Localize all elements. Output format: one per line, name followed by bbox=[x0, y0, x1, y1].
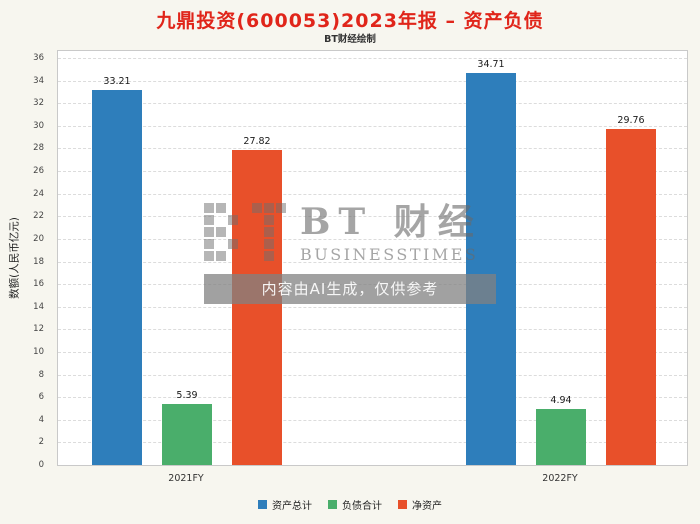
chart-title: 九鼎投资(600053)2023年报 – 资产负债 bbox=[156, 10, 544, 32]
y-tick-label: 10 bbox=[33, 346, 44, 357]
legend-swatch bbox=[328, 500, 337, 509]
bar-value-label: 4.94 bbox=[550, 395, 572, 406]
gridline bbox=[58, 397, 687, 399]
watermark: BT 财经 BUSINESSTIMES 内容由AI生成，仅供参考 bbox=[204, 201, 496, 304]
bar-资产总计-2022FY bbox=[466, 73, 516, 465]
y-tick-label: 4 bbox=[38, 414, 44, 425]
y-tick-label: 16 bbox=[33, 279, 44, 290]
y-axis: 0 2 4 6 8 10 12 14 16 18 20 22 24 26 28 30 32 34 36 bbox=[0, 50, 52, 470]
x-tick-label: 2022FY bbox=[542, 473, 578, 484]
y-tick-label: 12 bbox=[33, 324, 44, 335]
y-tick-label: 6 bbox=[38, 392, 44, 403]
bar-value-label: 29.76 bbox=[617, 115, 645, 126]
gridline bbox=[58, 419, 687, 421]
y-tick-label: 20 bbox=[33, 233, 44, 244]
gridline bbox=[58, 329, 687, 331]
y-tick-label: 36 bbox=[33, 53, 44, 63]
bar-value-label: 27.82 bbox=[243, 136, 271, 147]
gridline bbox=[58, 306, 687, 308]
legend-swatch bbox=[398, 500, 407, 509]
y-tick-label: 22 bbox=[33, 211, 44, 222]
gridline bbox=[58, 148, 687, 150]
gridline bbox=[58, 216, 687, 218]
legend-item: 净资产 bbox=[398, 497, 442, 512]
bar-value-label: 34.71 bbox=[477, 59, 505, 70]
y-tick-label: 30 bbox=[33, 120, 44, 131]
watermark-notice: 内容由AI生成，仅供参考 bbox=[204, 273, 496, 304]
legend-item: 负债合计 bbox=[328, 497, 382, 512]
y-tick-label: 2 bbox=[38, 437, 44, 448]
watermark-brand-cn: BT 财经 bbox=[300, 201, 482, 243]
gridline bbox=[58, 351, 687, 353]
gridline bbox=[58, 103, 687, 105]
gridline bbox=[58, 80, 687, 82]
legend: 资产总计 负债合计 净资产 bbox=[0, 497, 700, 512]
bt-pixel-logo-icon bbox=[204, 203, 286, 261]
x-tick-label: 2021FY bbox=[168, 473, 204, 484]
gridline bbox=[58, 125, 687, 127]
gridline bbox=[58, 442, 687, 444]
bar-净资产-2021FY bbox=[232, 150, 282, 465]
y-tick-label: 8 bbox=[38, 369, 44, 380]
gridline bbox=[58, 374, 687, 376]
y-tick-label: 24 bbox=[33, 188, 44, 199]
legend-item-label: 负债合计 bbox=[342, 501, 382, 512]
gridline bbox=[58, 171, 687, 173]
watermark-brand-text: BT 财经 BUSINESSTIMES bbox=[300, 201, 482, 264]
gridline bbox=[58, 238, 687, 240]
bar-value-label: 33.21 bbox=[103, 76, 131, 87]
y-tick-label: 18 bbox=[33, 256, 44, 267]
bar-净资产-2022FY bbox=[606, 129, 656, 465]
chart-subtitle: BT财经绘制 bbox=[324, 34, 376, 45]
plot-area: 33.21 5.39 27.82 34.71 4.94 29.76 bbox=[57, 50, 688, 466]
bar-负债合计-2022FY bbox=[536, 409, 586, 465]
watermark-brand-en: BUSINESSTIMES bbox=[300, 244, 479, 264]
y-tick-label: 28 bbox=[33, 143, 44, 154]
legend-item-label: 净资产 bbox=[412, 501, 442, 512]
bar-value-label: 5.39 bbox=[176, 390, 198, 401]
legend-swatch bbox=[258, 500, 267, 509]
legend-item-label: 资产总计 bbox=[272, 501, 312, 512]
y-tick-label: 0 bbox=[38, 460, 44, 470]
legend-item: 资产总计 bbox=[258, 497, 312, 512]
gridline bbox=[58, 261, 687, 263]
watermark-brand-row: BT 财经 BUSINESSTIMES bbox=[204, 201, 496, 264]
gridline bbox=[58, 193, 687, 195]
y-tick-label: 14 bbox=[33, 301, 44, 312]
bar-负债合计-2021FY bbox=[162, 404, 212, 465]
y-tick-label: 26 bbox=[33, 166, 44, 177]
y-tick-label: 34 bbox=[33, 75, 44, 86]
bar-资产总计-2021FY bbox=[92, 90, 142, 465]
gridline bbox=[58, 58, 687, 59]
y-tick-label: 32 bbox=[33, 98, 44, 109]
